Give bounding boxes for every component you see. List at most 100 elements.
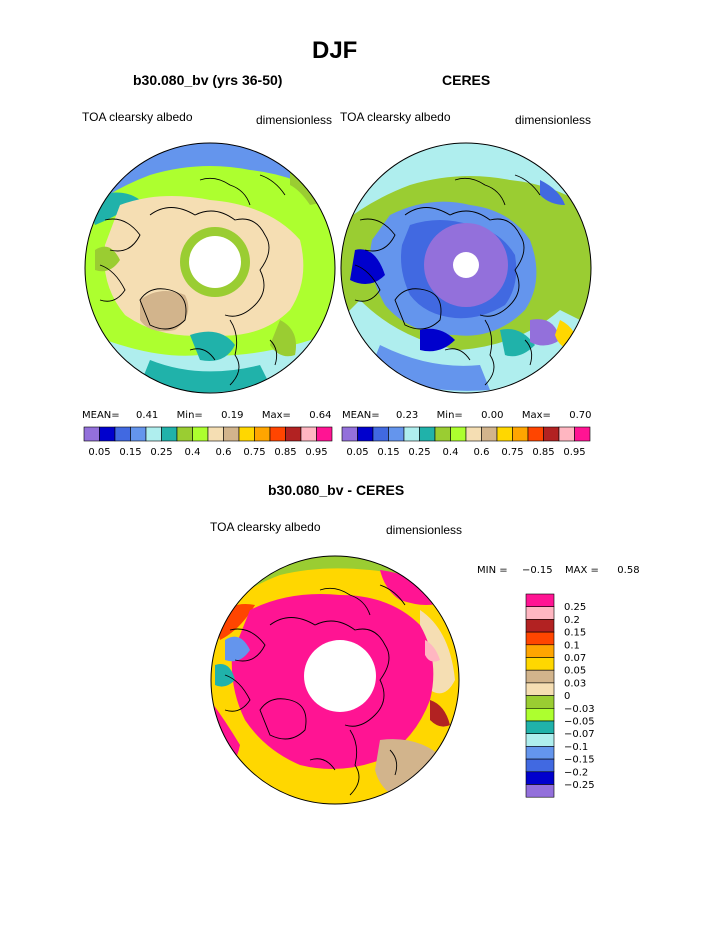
panel-diff-stats: MIN = −0.15 MAX = 0.58 (477, 565, 640, 576)
colorbar-swatch (357, 426, 374, 442)
colorbar-tick-label: 0.4 (185, 447, 201, 458)
colorbar-swatch (525, 771, 555, 785)
stat-max-value: 0.64 (309, 410, 332, 421)
colorbar-swatch (525, 644, 555, 658)
colorbar-swatch (238, 426, 255, 442)
colorbar-tick-label: 0.2 (564, 615, 580, 626)
colorbar-tick-label: 0.05 (346, 447, 368, 458)
colorbar-tick-label: −0.25 (564, 780, 595, 791)
colorbar-swatch (223, 426, 240, 442)
colorbar-swatch (254, 426, 271, 442)
colorbar-tick-label: 0.95 (563, 447, 585, 458)
colorbar-swatch (543, 426, 560, 442)
colorbar-swatch (558, 426, 575, 442)
colorbar-swatch (161, 426, 178, 442)
colorbar-swatch (496, 426, 513, 442)
colorbar-tick-label: −0.1 (564, 742, 588, 753)
panel-model-subtitle: b30.080_bv (yrs 36-50) (133, 72, 283, 88)
colorbar-swatch (525, 631, 555, 646)
colorbar-tick-label: −0.15 (564, 755, 595, 766)
stat-mean-value: 0.41 (136, 410, 159, 421)
colorbar-swatch (130, 426, 147, 442)
colorbar-swatch (525, 758, 555, 773)
panel-model-units-label: dimensionless (256, 113, 333, 127)
colorbar-diff: 0.250.20.150.10.070.050.030−0.03−0.05−0.… (525, 593, 595, 798)
panel-diff-variable-label: TOA clearsky albedo (210, 520, 321, 534)
colorbar-tick-label: −0.03 (564, 704, 595, 715)
panel-model-stats: MEAN= 0.41 Min= 0.19 Max= 0.64 (82, 410, 332, 421)
colorbar-swatch (527, 426, 544, 442)
panel-ceres-variable-label: TOA clearsky albedo (340, 110, 451, 124)
colorbar-swatch (525, 669, 555, 684)
colorbar-swatch (176, 426, 193, 442)
colorbar-swatch (465, 426, 482, 442)
colorbar-swatch (192, 426, 209, 442)
colorbar-swatch (525, 746, 555, 760)
figure-title: DJF (312, 37, 358, 64)
panel-ceres-units-label: dimensionless (515, 113, 592, 127)
colorbar-swatch (512, 426, 529, 442)
colorbar-tick-label: −0.07 (564, 729, 595, 740)
colorbar-tick-label: 0.75 (243, 447, 265, 458)
colorbar-tick-label: 0.85 (274, 447, 296, 458)
colorbar-swatch (574, 426, 591, 442)
colorbar-swatch (525, 593, 555, 607)
colorbar-tick-label: 0.25 (150, 447, 172, 458)
colorbar-swatch (525, 784, 555, 798)
colorbar-swatch (434, 426, 451, 442)
colorbar-swatch (525, 619, 555, 633)
colorbar-tick-label: 0 (564, 691, 570, 702)
colorbar-tick-label: −0.05 (564, 717, 595, 728)
colorbar-tick-label: 0.85 (532, 447, 554, 458)
colorbar-tick-label: 0.05 (564, 666, 586, 677)
stat-min-value: −0.15 (522, 565, 553, 576)
colorbar-tick-label: 0.75 (501, 447, 523, 458)
colorbar-swatch (450, 426, 467, 442)
colorbar-tick-label: 0.6 (216, 447, 232, 458)
panel-diff-units-label: dimensionless (386, 523, 463, 537)
colorbar-swatch (525, 720, 555, 734)
stat-mean-value: 0.23 (396, 410, 419, 421)
colorbar-tick-label: 0.15 (377, 447, 399, 458)
colorbar-tick-label: 0.4 (443, 447, 459, 458)
colorbar-swatch (269, 426, 286, 442)
stat-min-value: 0.19 (221, 410, 244, 421)
colorbar-tick-label: 0.05 (88, 447, 110, 458)
stat-min-label: Min= (176, 410, 203, 421)
colorbar-ceres: 0.05 0.15 0.25 0.4 0.6 0.75 0.85 0.95 (341, 426, 591, 458)
colorbar-swatch (481, 426, 498, 442)
colorbar-swatch (99, 426, 116, 442)
colorbar-swatch (300, 426, 317, 442)
stat-min-label: MIN = (477, 565, 508, 576)
colorbar-swatch (525, 606, 555, 620)
stat-max-label: MAX = (565, 565, 599, 576)
colorbar-model: 0.05 0.15 0.25 0.4 0.6 0.75 0.85 0.95 (83, 426, 333, 458)
stat-mean-label: MEAN= (342, 410, 380, 421)
colorbar-swatch (525, 733, 555, 747)
stat-max-label: Max= (521, 410, 551, 421)
stat-max-value: 0.58 (617, 565, 640, 576)
colorbar-swatch (525, 695, 555, 709)
colorbar-swatch (285, 426, 302, 442)
colorbar-tick-label: 0.6 (474, 447, 490, 458)
colorbar-swatch (525, 657, 555, 671)
panel-model-variable-label: TOA clearsky albedo (82, 110, 193, 124)
stat-max-value: 0.70 (569, 410, 592, 421)
panel-ceres-subtitle: CERES (442, 72, 491, 88)
colorbar-swatch (388, 426, 405, 442)
colorbar-swatch (207, 426, 224, 442)
colorbar-swatch (403, 426, 420, 442)
colorbar-swatch (145, 426, 162, 442)
panel-ceres-stats: MEAN= 0.23 Min= 0.00 Max= 0.70 (342, 410, 592, 421)
stat-max-label: Max= (261, 410, 291, 421)
colorbar-tick-label: 0.15 (564, 628, 586, 639)
panel-diff-subtitle: b30.080_bv - CERES (268, 482, 405, 498)
stat-min-label: Min= (436, 410, 463, 421)
colorbar-swatch (341, 426, 358, 442)
colorbar-swatch (83, 426, 100, 442)
colorbar-swatch (525, 682, 555, 696)
colorbar-swatch (114, 426, 131, 442)
